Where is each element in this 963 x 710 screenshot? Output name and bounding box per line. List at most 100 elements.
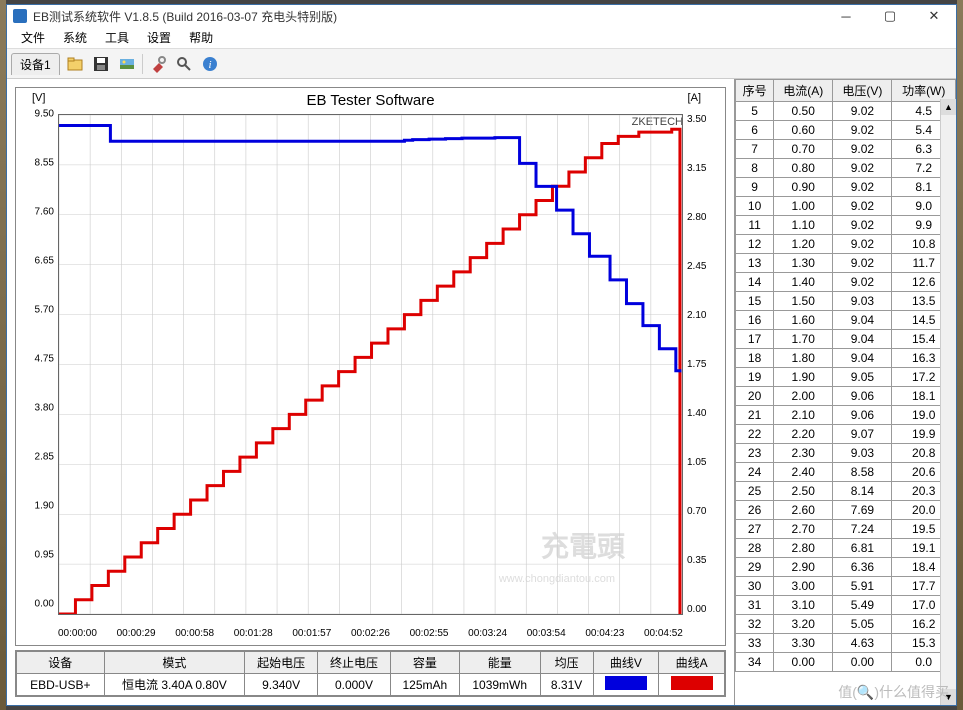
table-row[interactable]: 60.609.025.4	[736, 121, 956, 140]
table-cell: 20	[736, 387, 774, 406]
menu-help[interactable]: 帮助	[181, 27, 221, 48]
hdr-cap: 容量	[390, 652, 459, 674]
table-row[interactable]: 171.709.0415.4	[736, 330, 956, 349]
table-cell: 6.81	[833, 539, 892, 558]
table-cell: 23	[736, 444, 774, 463]
table-row[interactable]: 340.000.000.0	[736, 653, 956, 672]
col-voltage[interactable]: 电压(V)	[833, 80, 892, 102]
menu-settings[interactable]: 设置	[139, 27, 179, 48]
table-row[interactable]: 181.809.0416.3	[736, 349, 956, 368]
table-row[interactable]: 303.005.9117.7	[736, 577, 956, 596]
table-row[interactable]: 212.109.0619.0	[736, 406, 956, 425]
col-current[interactable]: 电流(A)	[774, 80, 833, 102]
table-cell: 9.06	[833, 406, 892, 425]
device-tab[interactable]: 设备1	[11, 53, 60, 75]
x-tick: 00:04:23	[585, 628, 624, 639]
x-tick: 00:02:26	[351, 628, 390, 639]
table-row[interactable]: 202.009.0618.1	[736, 387, 956, 406]
table-row[interactable]: 121.209.0210.8	[736, 235, 956, 254]
table-row[interactable]: 50.509.024.5	[736, 102, 956, 121]
table-cell: 9.02	[833, 235, 892, 254]
table-row[interactable]: 141.409.0212.6	[736, 273, 956, 292]
table-cell: 30	[736, 577, 774, 596]
table-cell: 9.04	[833, 330, 892, 349]
save-icon[interactable]	[90, 53, 112, 75]
yl-tick: 0.00	[24, 599, 54, 610]
table-cell: 16	[736, 311, 774, 330]
table-row[interactable]: 292.906.3618.4	[736, 558, 956, 577]
table-row[interactable]: 161.609.0414.5	[736, 311, 956, 330]
info-icon[interactable]: i	[199, 53, 221, 75]
table-cell: 2.60	[774, 501, 833, 520]
tools-icon[interactable]	[147, 53, 169, 75]
table-row[interactable]: 262.607.6920.0	[736, 501, 956, 520]
minimize-button[interactable]: ─	[824, 5, 868, 27]
val-device: EBD-USB+	[17, 674, 105, 696]
info-data-row[interactable]: EBD-USB+ 恒电流 3.40A 0.80V 9.340V 0.000V 1…	[17, 674, 725, 696]
hdr-device: 设备	[17, 652, 105, 674]
table-row[interactable]: 232.309.0320.8	[736, 444, 956, 463]
table-row[interactable]: 101.009.029.0	[736, 197, 956, 216]
table-row[interactable]: 90.909.028.1	[736, 178, 956, 197]
hdr-curvea: 曲线A	[659, 652, 725, 674]
table-cell: 33	[736, 634, 774, 653]
scroll-up-icon[interactable]: ▲	[941, 99, 956, 115]
table-row[interactable]: 131.309.0211.7	[736, 254, 956, 273]
table-cell: 1.80	[774, 349, 833, 368]
table-cell: 34	[736, 653, 774, 672]
table-cell: 0.80	[774, 159, 833, 178]
table-row[interactable]: 151.509.0313.5	[736, 292, 956, 311]
table-row[interactable]: 222.209.0719.9	[736, 425, 956, 444]
table-cell: 2.80	[774, 539, 833, 558]
bg-edge-right	[957, 0, 963, 710]
table-row[interactable]: 70.709.026.3	[736, 140, 956, 159]
table-cell: 22	[736, 425, 774, 444]
table-row[interactable]: 191.909.0517.2	[736, 368, 956, 387]
yr-tick: 1.75	[687, 359, 715, 370]
table-cell: 25	[736, 482, 774, 501]
table-row[interactable]: 313.105.4917.0	[736, 596, 956, 615]
table-row[interactable]: 323.205.0516.2	[736, 615, 956, 634]
menu-file[interactable]: 文件	[13, 27, 53, 48]
x-tick: 00:03:54	[527, 628, 566, 639]
plot-area[interactable]	[58, 114, 683, 615]
table-row[interactable]: 272.707.2419.5	[736, 520, 956, 539]
close-button[interactable]: ✕	[912, 5, 956, 27]
image-icon[interactable]	[116, 53, 138, 75]
table-scrollbar[interactable]: ▲ ▼	[940, 99, 956, 705]
menu-tools[interactable]: 工具	[97, 27, 137, 48]
x-ticks: 00:00:0000:00:2900:00:5800:01:2800:01:57…	[58, 628, 683, 639]
table-cell: 9.04	[833, 349, 892, 368]
yr-tick: 0.70	[687, 506, 715, 517]
chart-box: EB Tester Software [V] [A] ZKETECH 充電頭 w…	[15, 87, 726, 646]
table-cell: 0.90	[774, 178, 833, 197]
table-cell: 1.60	[774, 311, 833, 330]
open-icon[interactable]	[64, 53, 86, 75]
table-row[interactable]: 80.809.027.2	[736, 159, 956, 178]
table-cell: 14	[736, 273, 774, 292]
main-window: EB测试系统软件 V1.8.5 (Build 2016-03-07 充电头特别版…	[6, 4, 957, 706]
table-row[interactable]: 282.806.8119.1	[736, 539, 956, 558]
x-tick: 00:00:58	[175, 628, 214, 639]
maximize-button[interactable]: ▢	[868, 5, 912, 27]
col-seq[interactable]: 序号	[736, 80, 774, 102]
titlebar[interactable]: EB测试系统软件 V1.8.5 (Build 2016-03-07 充电头特别版…	[7, 5, 956, 27]
search-icon[interactable]	[173, 53, 195, 75]
table-cell: 13	[736, 254, 774, 273]
table-cell: 0.50	[774, 102, 833, 121]
table-row[interactable]: 111.109.029.9	[736, 216, 956, 235]
table-row[interactable]: 333.304.6315.3	[736, 634, 956, 653]
yl-tick: 0.95	[24, 550, 54, 561]
table-cell: 15	[736, 292, 774, 311]
table-cell: 21	[736, 406, 774, 425]
table-row[interactable]: 252.508.1420.3	[736, 482, 956, 501]
table-cell: 2.70	[774, 520, 833, 539]
menu-system[interactable]: 系统	[55, 27, 95, 48]
hdr-startv: 起始电压	[245, 652, 318, 674]
table-row[interactable]: 242.408.5820.6	[736, 463, 956, 482]
x-tick: 00:04:52	[644, 628, 683, 639]
table-cell: 7.69	[833, 501, 892, 520]
table-cell: 24	[736, 463, 774, 482]
table-cell: 5	[736, 102, 774, 121]
table-cell: 29	[736, 558, 774, 577]
